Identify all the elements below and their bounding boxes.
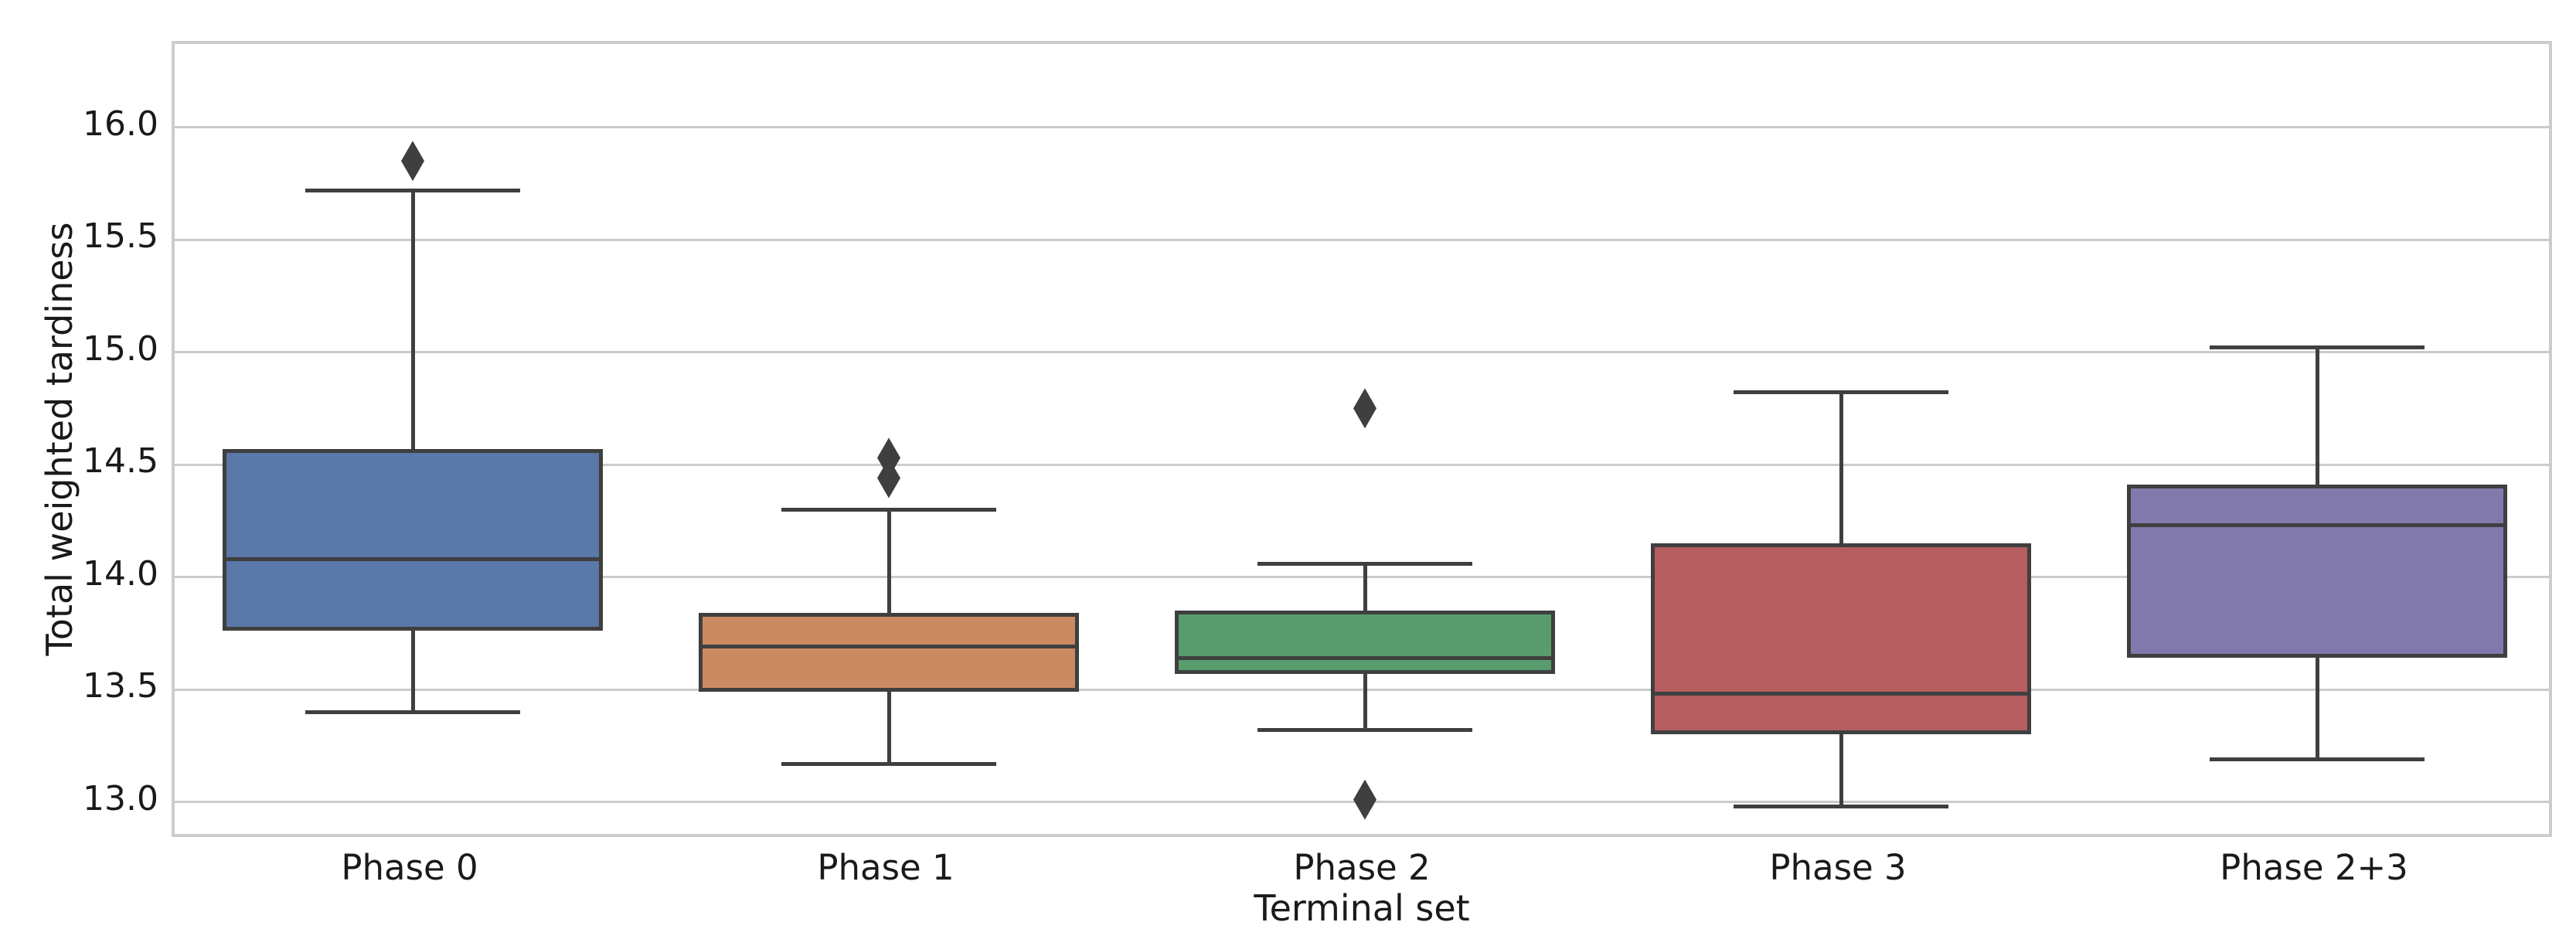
y-axis-title: Total weighted tardiness [39, 222, 80, 656]
outlier-diamond [877, 437, 900, 478]
whisker-cap-upper [781, 507, 996, 512]
whisker-cap-lower [1257, 727, 1472, 732]
gridline [175, 238, 2549, 241]
median-line [698, 645, 1080, 649]
whisker-cap-lower [305, 710, 520, 714]
y-tick-label: 15.0 [83, 328, 158, 369]
whisker-cap-upper [305, 188, 520, 192]
whisker-stem-upper [2315, 347, 2319, 485]
whisker-cap-upper [1734, 390, 1948, 395]
box-phase-2 [1174, 611, 1556, 674]
whisker-stem-upper [410, 190, 415, 449]
x-tick-label: Phase 0 [341, 847, 478, 888]
whisker-cap-lower [2210, 757, 2425, 761]
y-tick-label: 14.5 [83, 441, 158, 482]
whisker-stem-lower [2315, 658, 2319, 760]
whisker-stem-lower [1363, 673, 1367, 730]
whisker-stem-lower [886, 691, 891, 764]
outlier-diamond [401, 141, 424, 182]
gridline [175, 351, 2549, 354]
plot-area [172, 41, 2552, 837]
box-phase-1 [698, 613, 1080, 692]
whisker-cap-upper [1257, 561, 1472, 566]
whisker-stem-upper [886, 509, 891, 614]
whisker-cap-upper [2210, 345, 2425, 350]
whisker-stem-upper [1363, 563, 1367, 611]
box-phase-3 [1650, 543, 2032, 735]
y-tick-label: 15.5 [83, 216, 158, 257]
whisker-stem-lower [1839, 734, 1843, 807]
gridline [175, 576, 2549, 579]
y-tick-label: 16.0 [83, 104, 158, 144]
box-phase-0 [222, 448, 604, 631]
median-line [1174, 655, 1556, 660]
gridline [175, 688, 2549, 691]
x-axis-title: Terminal set [1254, 887, 1470, 929]
x-tick-label: Phase 2+3 [2220, 847, 2408, 888]
outlier-diamond [1353, 779, 1376, 820]
whisker-stem-upper [1839, 392, 1843, 543]
y-tick-label: 14.0 [83, 553, 158, 594]
median-line [1650, 692, 2032, 696]
outlier-diamond [1353, 388, 1376, 429]
gridline [175, 463, 2549, 466]
whisker-cap-lower [1734, 804, 1948, 808]
y-tick-label: 13.0 [83, 778, 158, 818]
x-tick-label: Phase 1 [817, 847, 955, 888]
y-tick-label: 13.5 [83, 666, 158, 706]
box-phase-2-3 [2126, 485, 2508, 658]
x-tick-label: Phase 3 [1769, 847, 1907, 888]
x-tick-label: Phase 2 [1293, 847, 1431, 888]
median-line [2126, 523, 2508, 528]
gridline [175, 126, 2549, 129]
median-line [222, 556, 604, 561]
whisker-cap-lower [781, 761, 996, 766]
whisker-stem-lower [410, 631, 415, 713]
